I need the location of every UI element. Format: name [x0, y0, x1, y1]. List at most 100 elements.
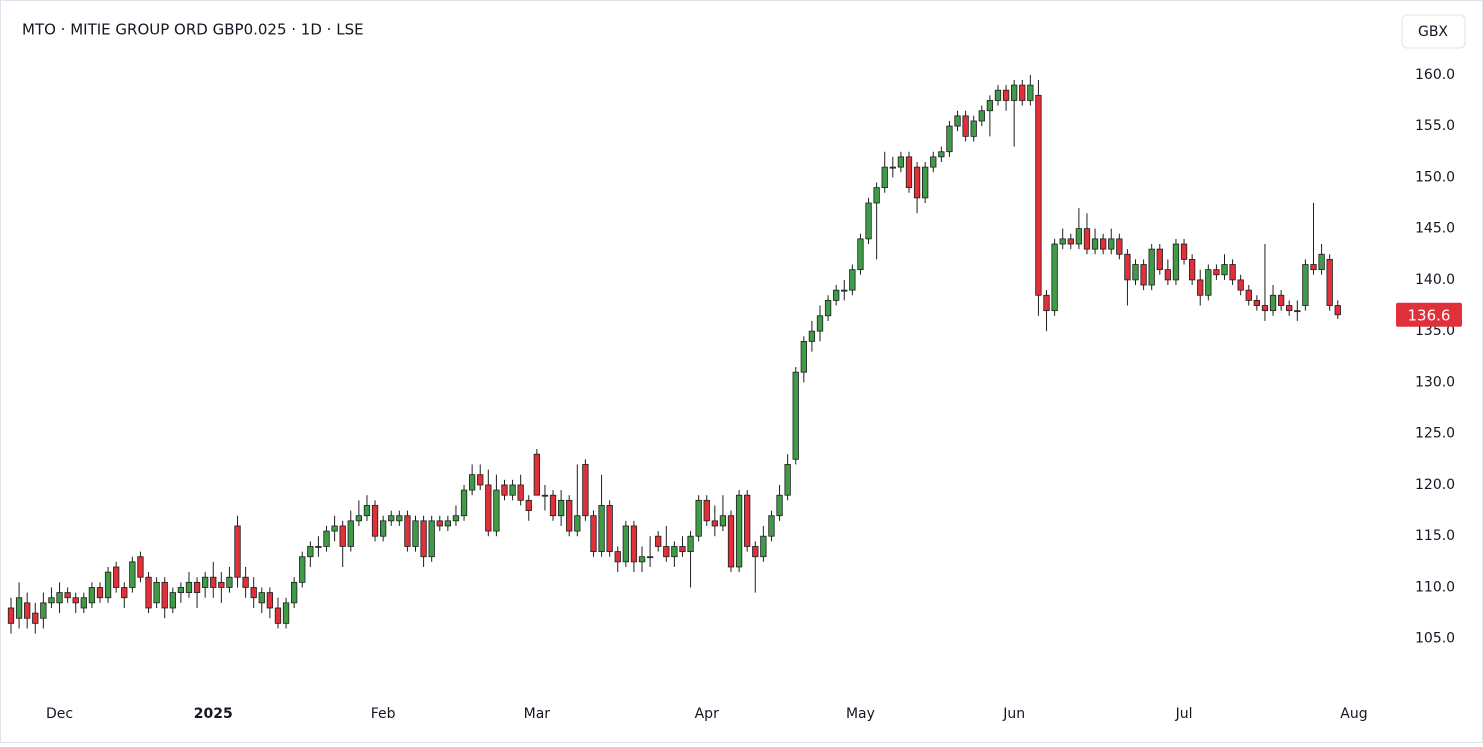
candle-body [986, 100, 994, 112]
candle-body [970, 120, 977, 137]
y-tick-label: 115.0 [1415, 528, 1455, 544]
candle-body [40, 602, 47, 619]
candle-body [274, 607, 282, 624]
candle-body [234, 525, 241, 578]
candle-body [833, 289, 840, 301]
candle-body [56, 592, 63, 604]
candle-body [1140, 264, 1147, 286]
candle-body [32, 612, 39, 624]
candle-body [865, 202, 872, 240]
last-price-label: 136.6 [1408, 306, 1451, 324]
x-tick-label: 2025 [194, 706, 233, 722]
candle-body [1205, 269, 1212, 296]
candle-body [412, 520, 419, 547]
x-tick-label: May [846, 706, 875, 722]
candle-body [1027, 84, 1034, 101]
candle-body [646, 556, 654, 559]
candle-body [1132, 264, 1139, 281]
candle-body [614, 551, 621, 563]
candle-body [549, 494, 557, 517]
y-tick-label: 160.0 [1415, 67, 1455, 83]
candle-body [347, 520, 354, 547]
candle-body [598, 505, 605, 552]
y-tick-label: 145.0 [1415, 221, 1455, 237]
candle-body [88, 587, 96, 604]
candle-body [468, 474, 476, 491]
candle-body [250, 587, 257, 599]
candle-body [299, 556, 306, 583]
candle-body [663, 546, 670, 558]
candle-body [104, 571, 112, 599]
candle-body [841, 289, 848, 292]
candle-body [630, 525, 638, 563]
candle-body [776, 494, 783, 517]
candle-body [307, 546, 314, 558]
candle-body [638, 556, 646, 563]
candle-body [509, 484, 516, 496]
candle-body [760, 535, 767, 558]
candle-body [396, 515, 403, 522]
candle-body [1043, 294, 1050, 312]
candle-body [331, 525, 338, 532]
candle-body [282, 602, 290, 624]
candle-body [752, 546, 759, 558]
candle-body [590, 515, 597, 552]
candle-body [655, 535, 662, 547]
candle-body [1221, 264, 1228, 276]
candle-body [193, 581, 201, 594]
candle-body [873, 187, 880, 204]
candle-body [994, 89, 1002, 101]
candle-body [1318, 253, 1325, 271]
candle-body [218, 581, 225, 588]
last-price-box [1396, 302, 1462, 327]
candle-body [404, 515, 411, 547]
x-tick-label: Apr [695, 706, 719, 722]
candle-body [363, 505, 371, 517]
candle-body [582, 464, 589, 517]
y-tick-label: 120.0 [1415, 477, 1455, 493]
candle-body [1075, 228, 1083, 245]
candle-body [1067, 238, 1074, 245]
candle-body [768, 515, 775, 537]
candle-body [1197, 279, 1204, 296]
currency-label[interactable]: GBX [1418, 24, 1448, 40]
candle-body [1148, 248, 1155, 286]
candle-body [371, 505, 379, 537]
candle-body [258, 592, 265, 604]
candle-body [719, 515, 727, 527]
x-tick-label: Aug [1340, 706, 1367, 722]
x-tick-label: Dec [46, 706, 73, 722]
candle-body [7, 607, 15, 624]
candle-body [687, 535, 694, 552]
candle-body [242, 576, 249, 588]
candle-body [1286, 305, 1293, 312]
candle-body [1116, 238, 1123, 255]
candle-body [323, 530, 330, 547]
candle-body [938, 151, 945, 158]
candle-body [913, 166, 921, 199]
candle-body [671, 546, 678, 558]
candle-body [816, 315, 824, 332]
candle-body [800, 341, 807, 373]
currency-button[interactable] [1401, 14, 1466, 49]
candle-body [493, 489, 500, 532]
x-tick-label: Feb [371, 706, 396, 722]
candle-body [137, 556, 144, 578]
candle-body [897, 156, 905, 168]
candle-body [703, 499, 710, 522]
candle-body [266, 592, 274, 609]
chart-title: MTO · MITIE GROUP ORD GBP0.025 · 1D · LS… [22, 21, 364, 39]
candle-body [1108, 238, 1115, 250]
candle-body [1172, 243, 1180, 281]
y-tick-label: 135.0 [1415, 323, 1455, 339]
candle-body [210, 576, 217, 588]
candle-body [485, 484, 492, 532]
candle-body [962, 115, 969, 137]
candle-body [379, 520, 387, 537]
candle-body [1035, 94, 1042, 296]
candle-body [606, 505, 613, 552]
candle-body [1180, 243, 1188, 260]
candle-body [1019, 84, 1026, 101]
candle-body [930, 156, 937, 168]
